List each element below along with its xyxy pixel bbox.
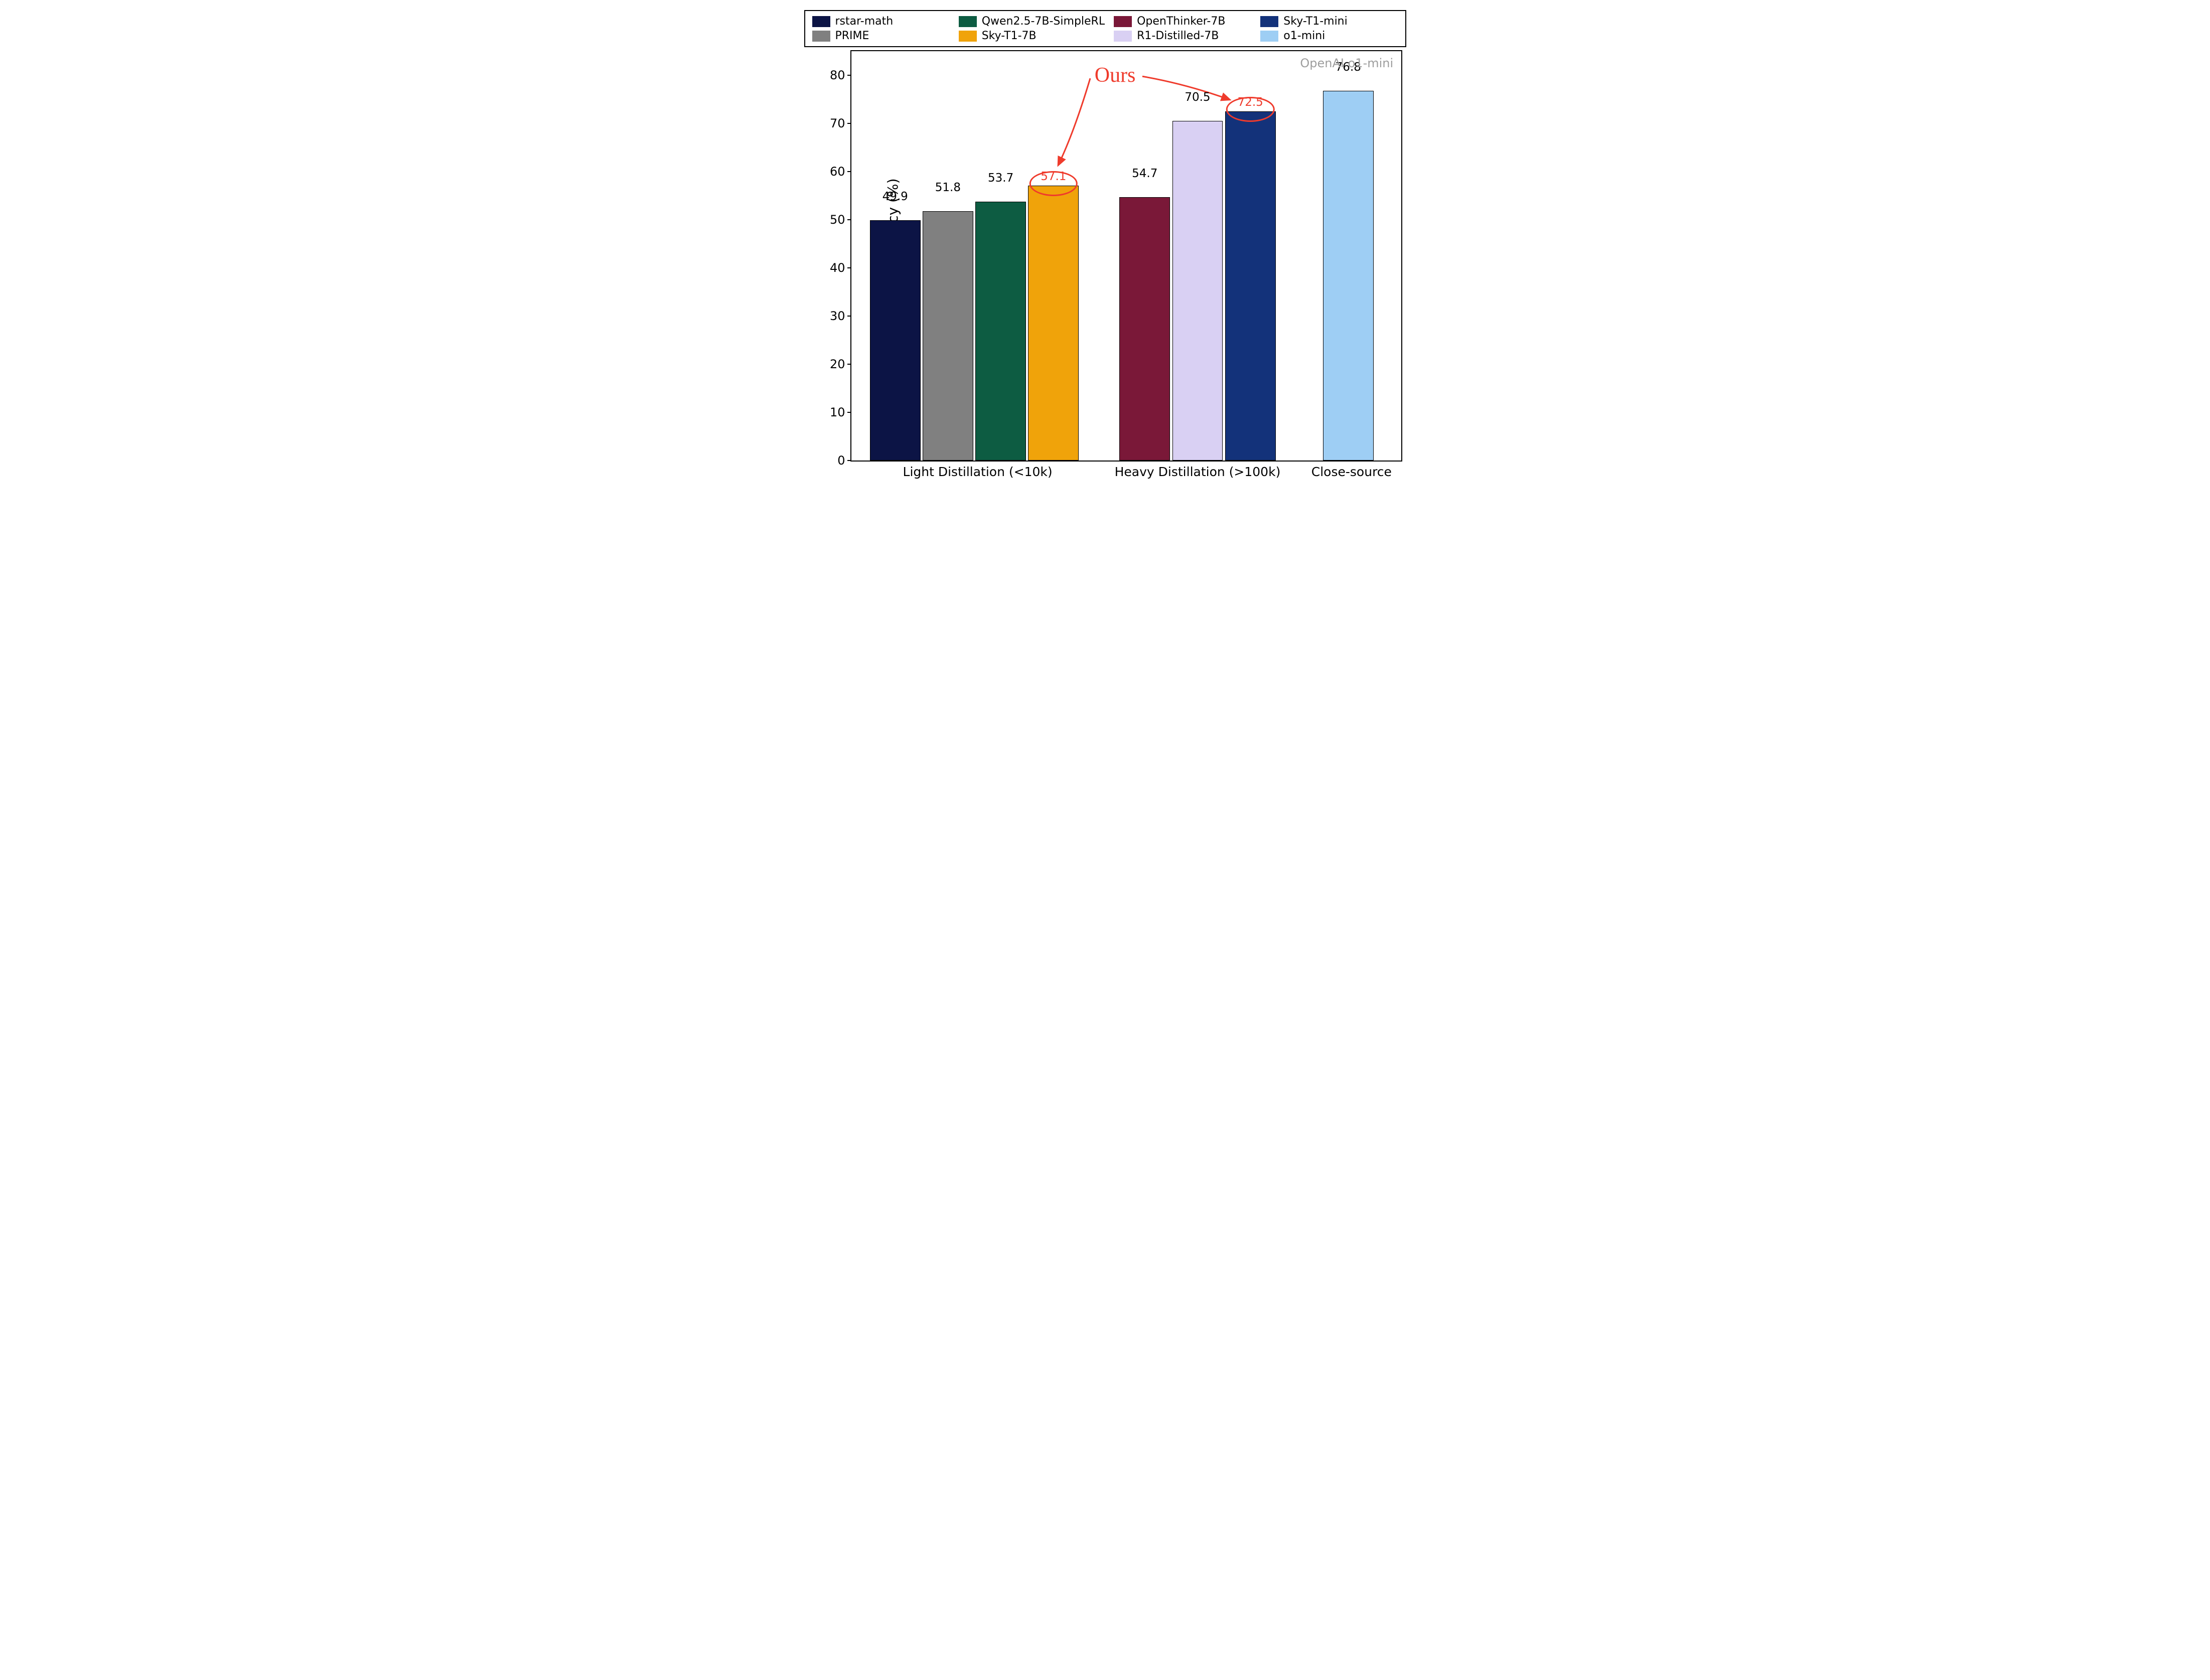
bar-value-label: 49.9 xyxy=(882,190,908,205)
y-tick-mark xyxy=(847,316,851,317)
legend-item: Sky-T1-7B xyxy=(959,30,1105,42)
bar xyxy=(870,220,921,461)
legend-swatch xyxy=(959,16,977,27)
bar xyxy=(1119,197,1170,461)
legend-label: Qwen2.5-7B-SimpleRL xyxy=(982,15,1105,28)
legend-swatch xyxy=(812,16,830,27)
annotation-arrow xyxy=(1058,78,1090,165)
bar xyxy=(1323,91,1374,461)
chart-legend: rstar-math PRIME Qwen2.5-7B-SimpleRL Sky-T1… xyxy=(804,10,1406,47)
bar xyxy=(1028,186,1079,461)
x-group-label: Light Distillation (<10k) xyxy=(903,461,1053,479)
bar xyxy=(1172,121,1223,461)
chart-plot-area: Average Accuracy (%) 01020304050607080Li… xyxy=(850,50,1402,462)
x-group-label: Heavy Distillation (>100k) xyxy=(1115,461,1281,479)
bar-value-label: 70.5 xyxy=(1185,91,1210,106)
legend-item: Qwen2.5-7B-SimpleRL xyxy=(959,15,1105,28)
legend-label: PRIME xyxy=(835,30,869,42)
bar xyxy=(923,211,973,461)
y-tick-mark xyxy=(847,75,851,76)
chart-container: rstar-math PRIME Qwen2.5-7B-SimpleRL Sky-T1… xyxy=(804,10,1406,462)
y-tick-mark xyxy=(847,460,851,461)
legend-item: OpenThinker-7B xyxy=(1114,15,1251,28)
legend-item: R1-Distilled-7B xyxy=(1114,30,1251,42)
bar xyxy=(975,202,1026,461)
x-group-label: Close-source xyxy=(1311,461,1392,479)
legend-swatch xyxy=(1260,16,1278,27)
legend-label: Sky-T1-7B xyxy=(982,30,1037,42)
legend-swatch xyxy=(1114,16,1132,27)
bar-value-label: 51.8 xyxy=(935,181,961,196)
y-tick-mark xyxy=(847,123,851,124)
y-tick-mark xyxy=(847,267,851,268)
bar-value-label: 54.7 xyxy=(1132,167,1157,182)
legend-item: o1-mini xyxy=(1260,30,1398,42)
legend-label: OpenThinker-7B xyxy=(1137,15,1225,28)
corner-note: OpenAI o1-mini xyxy=(1300,56,1393,70)
bar-value-label: 53.7 xyxy=(988,172,1013,187)
legend-swatch xyxy=(1260,31,1278,42)
y-tick-mark xyxy=(847,412,851,413)
y-tick-mark xyxy=(847,364,851,365)
ours-annotation-label: Ours xyxy=(1095,63,1136,87)
legend-swatch xyxy=(959,31,977,42)
y-tick-mark xyxy=(847,171,851,172)
legend-label: rstar-math xyxy=(835,15,894,28)
legend-label: Sky-T1-mini xyxy=(1283,15,1347,28)
legend-item: PRIME xyxy=(812,30,950,42)
bar xyxy=(1225,111,1276,461)
legend-swatch xyxy=(1114,31,1132,42)
bar-value-label: 57.1 xyxy=(1041,170,1066,183)
legend-label: o1-mini xyxy=(1283,30,1325,42)
y-tick-mark xyxy=(847,219,851,220)
legend-swatch xyxy=(812,31,830,42)
legend-item: Sky-T1-mini xyxy=(1260,15,1398,28)
legend-item: rstar-math xyxy=(812,15,950,28)
bar-value-label: 72.5 xyxy=(1238,96,1263,109)
legend-label: R1-Distilled-7B xyxy=(1137,30,1219,42)
